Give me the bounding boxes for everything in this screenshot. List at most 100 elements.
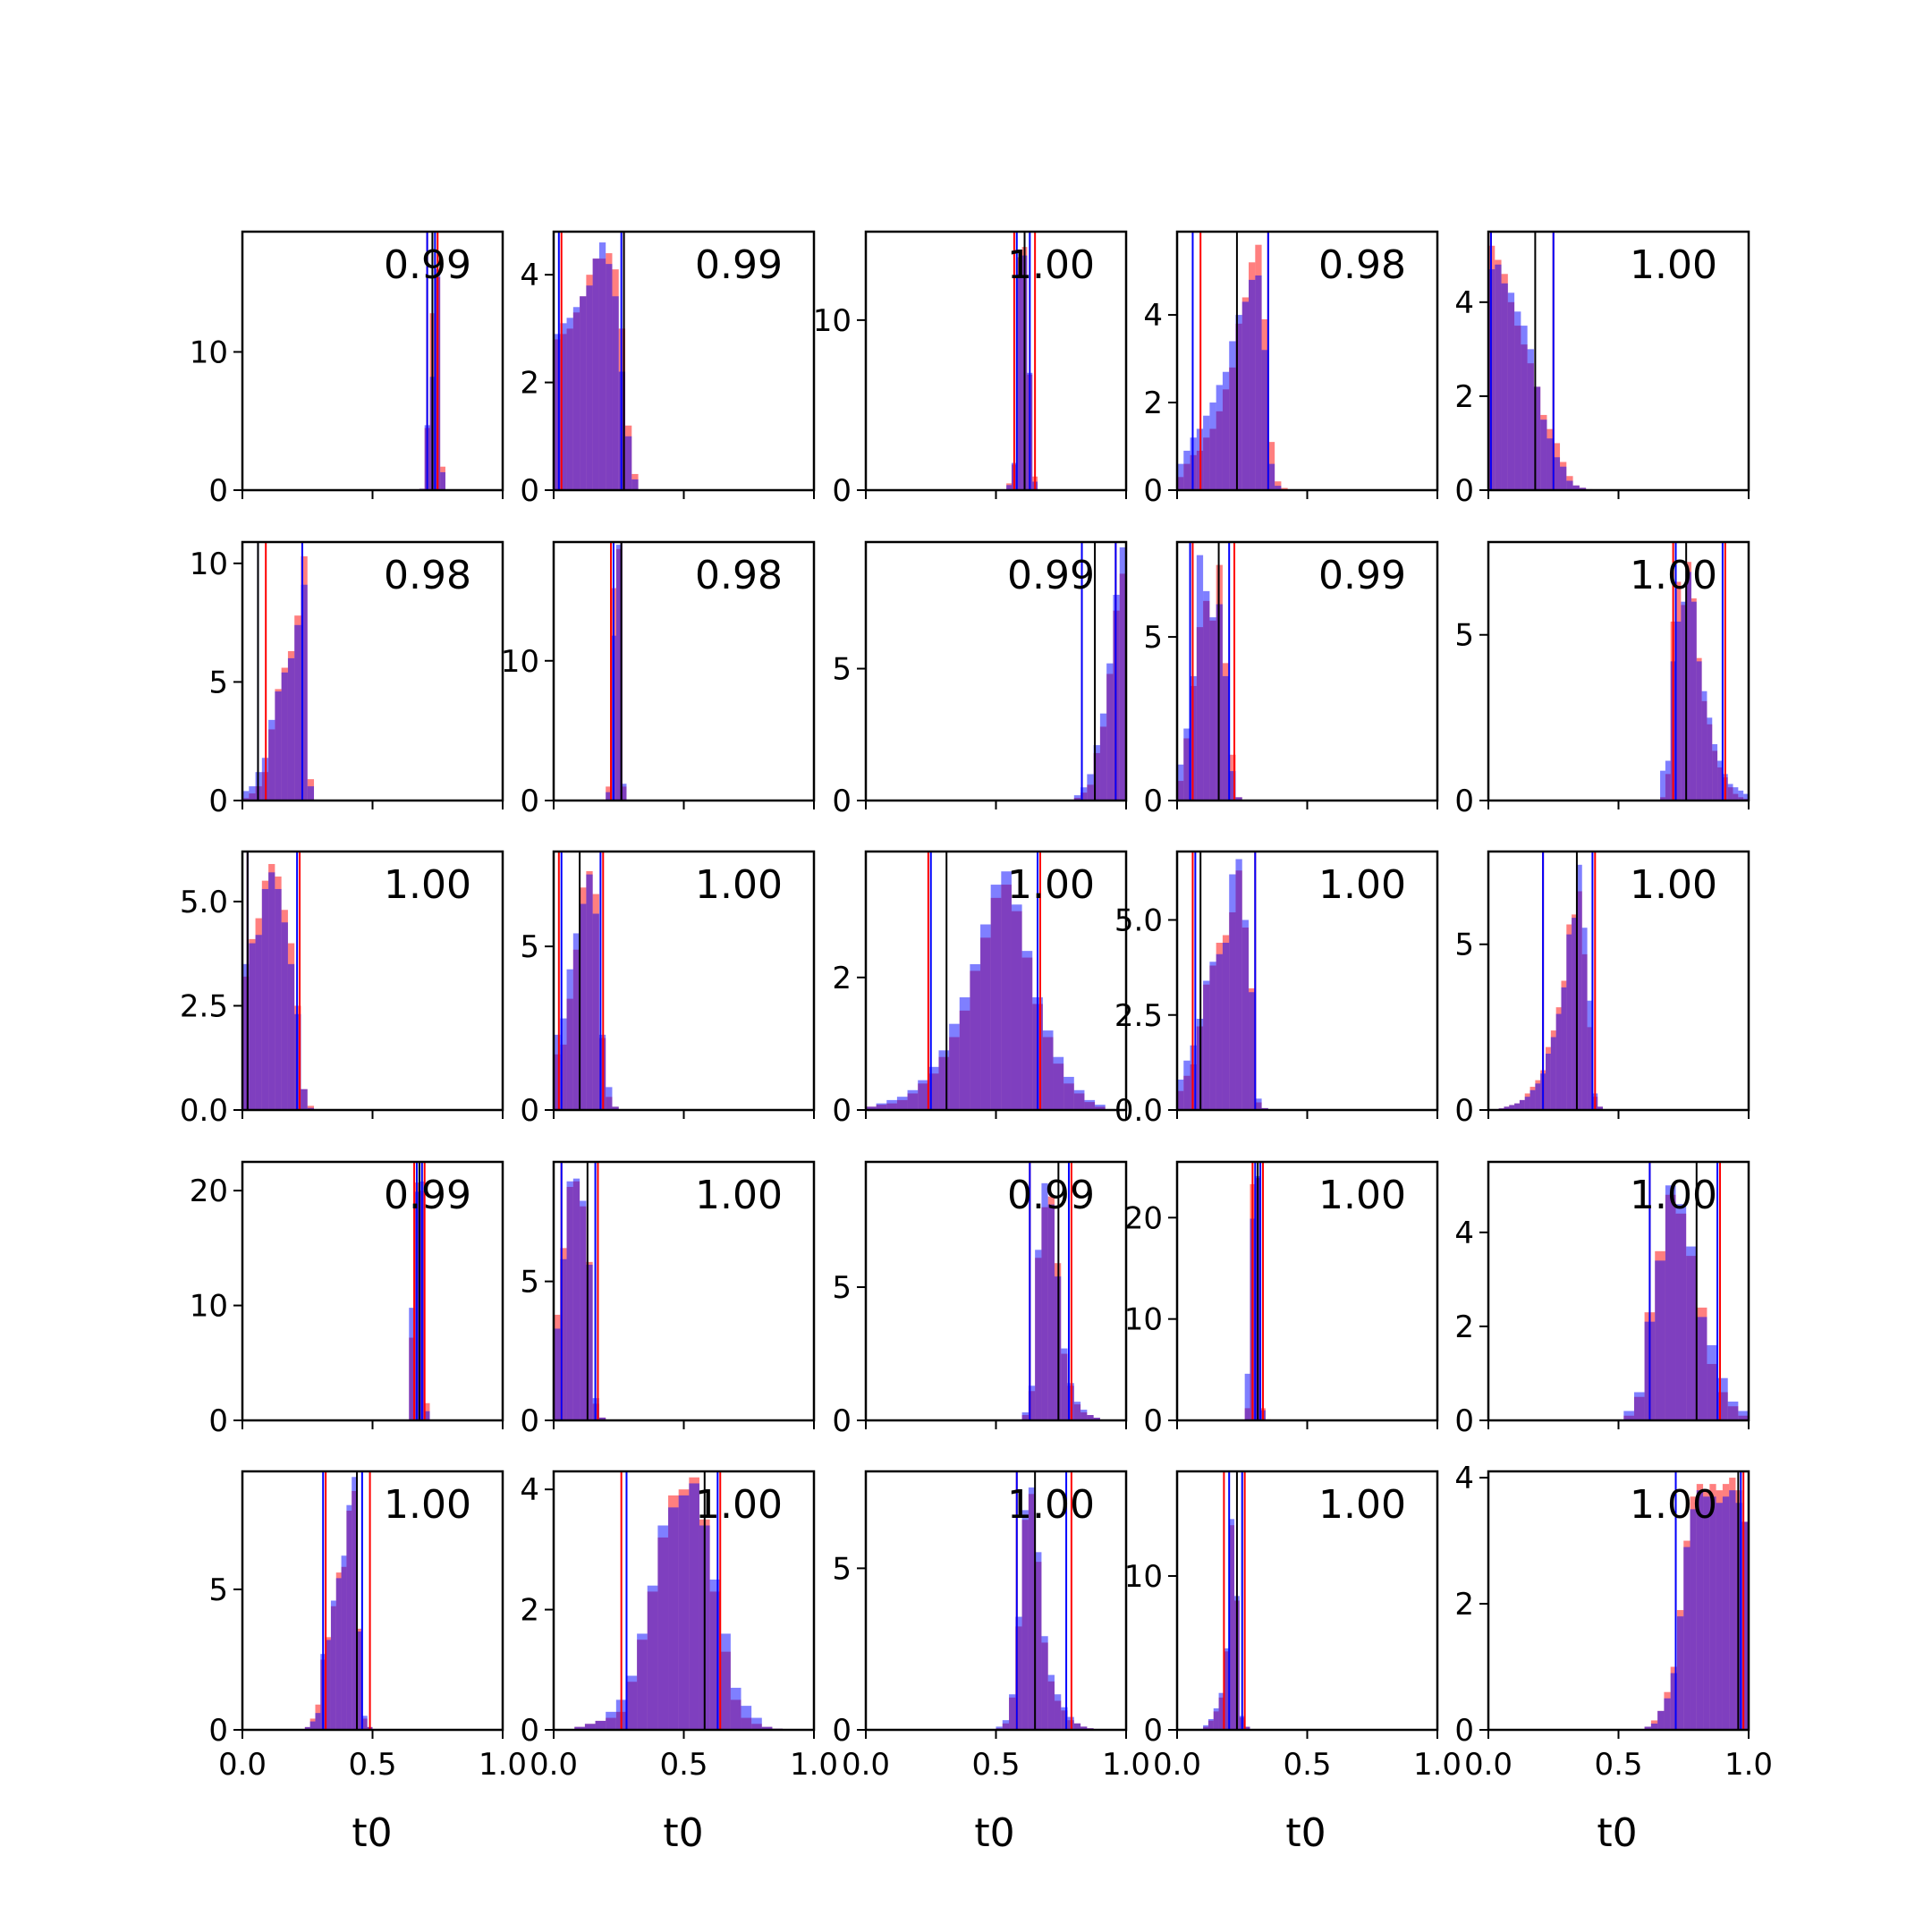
blue-histogram-bar: [249, 786, 256, 801]
x-tick-label: 1.0: [790, 1747, 838, 1783]
blue-histogram-bar: [440, 471, 445, 490]
y-tick-label: 5: [208, 1572, 228, 1608]
blue-histogram-bar: [566, 318, 573, 490]
blue-histogram-bar: [592, 258, 599, 490]
blue-histogram-bar: [1084, 1099, 1096, 1110]
blue-histogram-bar: [572, 307, 580, 490]
blue-histogram-bar: [1738, 790, 1744, 801]
blue-histogram-bar: [741, 1706, 752, 1730]
x-tick-label: 0.0: [218, 1747, 267, 1783]
blue-histogram-bar: [980, 924, 991, 1110]
blue-histogram-bar: [1707, 717, 1713, 801]
blue-histogram-bar: [1222, 943, 1230, 1110]
blue-histogram-bar: [409, 1308, 415, 1420]
x-axis-label-col1: t0: [352, 1810, 392, 1856]
blue-histogram-bar: [1587, 1000, 1593, 1110]
blue-histogram-bar: [1741, 1521, 1749, 1730]
blue-histogram-bar: [1650, 1723, 1658, 1730]
blue-histogram-bar: [918, 1080, 928, 1110]
blue-histogram-bar: [1229, 771, 1236, 801]
blue-histogram-bar: [1028, 1385, 1036, 1420]
blue-histogram-bar: [959, 997, 970, 1110]
histogram-panel-r1-c5: 0 2 4 1.00: [1454, 230, 1750, 509]
blue-histogram-bar: [1224, 1648, 1230, 1730]
blue-histogram-bar: [1208, 1718, 1214, 1730]
blue-histogram-bar: [907, 1089, 919, 1110]
blue-histogram-bar: [1572, 918, 1577, 1110]
blue-histogram-bar: [1209, 617, 1216, 801]
x-axis-label-col3: t0: [974, 1810, 1014, 1856]
blue-histogram-bar: [1675, 1204, 1687, 1420]
blue-histogram-bar: [1727, 784, 1733, 801]
blue-histogram-bar: [1241, 301, 1250, 490]
blue-histogram-bar: [1664, 1698, 1671, 1730]
blue-histogram-bar: [761, 1726, 773, 1730]
blue-histogram-bar: [1229, 874, 1236, 1110]
panel-score-label: 1.00: [1630, 553, 1717, 598]
blue-histogram-bar: [424, 1411, 430, 1420]
histogram-panel-r5-c4: 0 10 0.0 0.5 1.0 1.00: [1124, 1470, 1462, 1783]
panel-score-label: 1.00: [384, 862, 471, 908]
blue-histogram-bar: [1002, 1720, 1010, 1730]
y-tick-label: 10: [813, 303, 852, 339]
blue-histogram-bar: [255, 935, 262, 1110]
y-tick-label: 0: [1454, 1713, 1474, 1749]
blue-histogram-bar: [1016, 274, 1022, 490]
blue-histogram-bar: [1267, 463, 1275, 490]
blue-histogram-bar: [1093, 745, 1100, 801]
blue-histogram-bar: [287, 657, 295, 801]
histogram-panel-r2-c5: 051.00: [1454, 540, 1750, 819]
blue-histogram-bar: [1203, 980, 1210, 1110]
blue-histogram-bar: [1530, 1089, 1536, 1110]
y-tick-label: 10: [190, 547, 228, 582]
blue-histogram-bar: [1696, 661, 1702, 801]
blue-histogram-bar: [1743, 793, 1749, 801]
y-tick-label: 0: [520, 1093, 539, 1129]
blue-histogram-bar: [1729, 1490, 1736, 1730]
y-tick-label: 0: [520, 473, 539, 509]
x-tick-label: 1.0: [1102, 1747, 1150, 1783]
blue-histogram-bar: [560, 1258, 567, 1420]
x-tick-label: 0.5: [1594, 1747, 1642, 1783]
blue-histogram-bar: [357, 1631, 362, 1730]
y-tick-label: 5: [832, 652, 852, 688]
blue-histogram-bar: [1566, 934, 1572, 1110]
blue-histogram-bar: [1087, 774, 1094, 801]
blue-histogram-bar: [1047, 1204, 1055, 1420]
blue-histogram-bar: [1495, 264, 1502, 490]
blue-histogram-bar: [1183, 450, 1191, 490]
blue-histogram-bar: [560, 1018, 567, 1110]
y-tick-label: 2: [832, 961, 852, 996]
blue-histogram-bar: [580, 903, 587, 1110]
x-tick-label: 0.0: [1464, 1747, 1513, 1783]
y-tick-label: 0: [832, 1093, 852, 1129]
blue-histogram-bar: [949, 1023, 960, 1110]
blue-histogram-bar: [615, 545, 622, 801]
blue-histogram-bar: [1216, 953, 1223, 1110]
y-tick-label: 0: [208, 1713, 228, 1749]
y-tick-label: 0: [832, 473, 852, 509]
blue-histogram-bar: [626, 1675, 638, 1730]
blue-histogram-bar: [1701, 691, 1707, 801]
y-tick-label: 10: [190, 1289, 228, 1325]
y-tick-label: 4: [1143, 298, 1163, 334]
y-tick-label: 2: [1454, 1587, 1474, 1623]
y-tick-label: 5: [520, 1265, 539, 1301]
y-tick-label: 0: [1454, 1093, 1474, 1129]
y-tick-label: 2.5: [180, 988, 228, 1024]
blue-histogram-bar: [612, 296, 619, 490]
blue-histogram-bar: [1009, 1694, 1016, 1730]
blue-histogram-bar: [1686, 572, 1691, 801]
panel-score-label: 1.00: [1630, 1482, 1717, 1528]
blue-histogram-bar: [689, 1483, 699, 1730]
blue-histogram-bar: [1533, 386, 1541, 490]
histogram-panel-r5-c3: 0 5 0.0 0.5 1.0 1.00: [832, 1470, 1150, 1783]
blue-histogram-bar: [1209, 962, 1216, 1110]
blue-histogram-bar: [866, 1106, 877, 1110]
blue-histogram-bar: [1203, 590, 1210, 801]
y-tick-label: 20: [1124, 1200, 1163, 1236]
blue-histogram-bar: [1690, 601, 1697, 801]
blue-histogram-bar: [1061, 1707, 1068, 1730]
blue-histogram-bar: [1581, 928, 1588, 1110]
blue-histogram-bar: [1561, 987, 1567, 1110]
